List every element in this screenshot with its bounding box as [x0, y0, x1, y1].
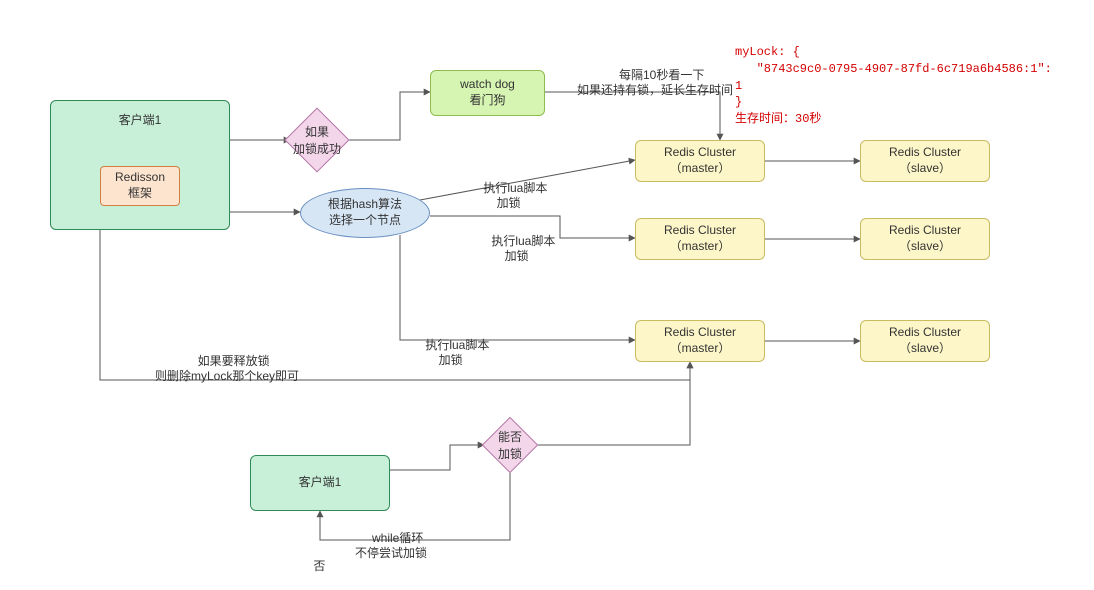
edge-label-no-text: 否 — [313, 559, 325, 573]
edge-label-watchdog: 每隔10秒看一下 如果还持有锁，延长生存时间 — [555, 52, 755, 114]
edge-label-watchdog-text: 每隔10秒看一下 如果还持有锁，延长生存时间 — [577, 68, 733, 98]
node-diamond-lock: 如果 加锁成功 — [294, 117, 340, 163]
node-master3-label: Redis Cluster （master） — [664, 325, 736, 356]
node-client2: 客户端1 — [250, 455, 390, 511]
node-master1-label: Redis Cluster （master） — [664, 145, 736, 176]
node-slave3-label: Redis Cluster （slave） — [889, 325, 961, 356]
node-master1: Redis Cluster （master） — [635, 140, 765, 182]
annotation-mylock: myLock: { "8743c9c0-0795-4907-87fd-6c719… — [735, 44, 1052, 128]
node-diamond-lock-label: 如果 加锁成功 — [293, 123, 341, 157]
node-watchdog-label: watch dog 看门狗 — [460, 77, 515, 108]
edge-label-release: 如果要释放锁 则删除myLock那个key即可 — [155, 338, 299, 400]
edge-label-lua2: 执行lua脚本 加锁 — [478, 218, 555, 280]
node-master2: Redis Cluster （master） — [635, 218, 765, 260]
edge-label-no: 否 — [300, 543, 325, 590]
diagram-canvas: 客户端1 Redisson 框架 如果 加锁成功 watch dog 看门狗 根… — [0, 0, 1094, 567]
node-slave1-label: Redis Cluster （slave） — [889, 145, 961, 176]
edge-label-lua3: 执行lua脚本 加锁 — [412, 322, 489, 384]
node-client2-label: 客户端1 — [299, 475, 342, 491]
node-redisson-label: Redisson 框架 — [115, 170, 165, 201]
node-client1-label: 客户端1 — [51, 113, 229, 129]
edge-label-lua1-text: 执行lua脚本 加锁 — [483, 181, 547, 211]
edge-label-while-text: while循环 不停尝试加锁 — [355, 531, 427, 561]
node-slave2: Redis Cluster （slave） — [860, 218, 990, 260]
node-diamond-can-label: 能否 加锁 — [498, 428, 522, 462]
edge-label-while: while循环 不停尝试加锁 — [355, 515, 427, 577]
node-redisson: Redisson 框架 — [100, 166, 180, 206]
edge-label-lua3-text: 执行lua脚本 加锁 — [425, 338, 489, 368]
node-master3: Redis Cluster （master） — [635, 320, 765, 362]
node-slave1: Redis Cluster （slave） — [860, 140, 990, 182]
node-hash-select: 根据hash算法 选择一个节点 — [300, 188, 430, 238]
edge-label-lua2-text: 执行lua脚本 加锁 — [491, 234, 555, 264]
edge-label-release-text: 如果要释放锁 则删除myLock那个key即可 — [155, 354, 299, 384]
node-slave2-label: Redis Cluster （slave） — [889, 223, 961, 254]
node-watchdog: watch dog 看门狗 — [430, 70, 545, 116]
node-hash-select-label: 根据hash算法 选择一个节点 — [328, 197, 402, 228]
node-slave3: Redis Cluster （slave） — [860, 320, 990, 362]
node-client1: 客户端1 — [50, 100, 230, 230]
node-master2-label: Redis Cluster （master） — [664, 223, 736, 254]
node-diamond-can: 能否 加锁 — [490, 425, 530, 465]
